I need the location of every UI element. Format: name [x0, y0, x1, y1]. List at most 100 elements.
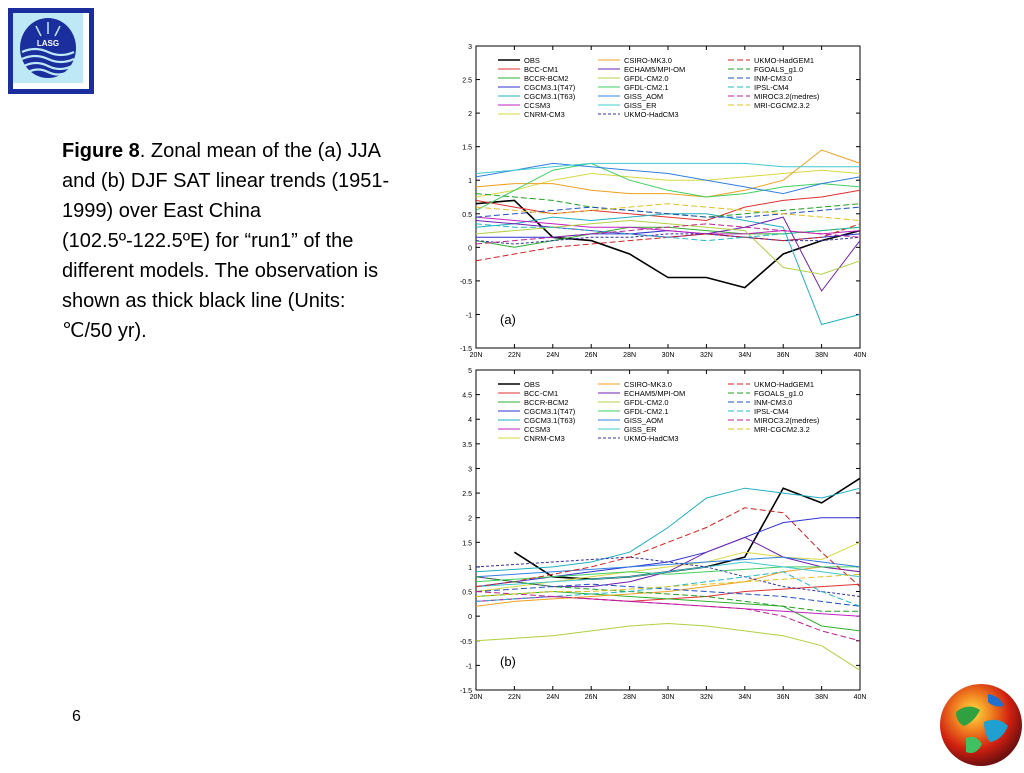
- chart-a-series-line: [475, 162, 861, 195]
- chart-b-xtick-label: 32N: [700, 694, 713, 701]
- chart-a-xtick-label: 36N: [777, 352, 790, 359]
- chart-a-xtick-label: 32N: [700, 352, 713, 359]
- figure-caption: Figure 8. Zonal mean of the (a) JJA and …: [62, 136, 392, 346]
- chart-b-series-line: [475, 541, 861, 592]
- chart-b-xtick-label: 36N: [777, 694, 790, 701]
- chart-a-legend-label: UKMO-HadCM3: [624, 110, 679, 119]
- chart-b-xtick-label: 40N: [854, 694, 867, 701]
- chart-b-ytick-label: 3.5: [462, 442, 472, 449]
- chart-b-series-line: [475, 556, 861, 597]
- chart-a-legend-label: CSIRO-MK3.0: [624, 56, 672, 65]
- chart-b-ytick-label: 0.5: [462, 590, 472, 597]
- chart-b-series-line: [475, 576, 860, 612]
- chart-b-series-line: [475, 566, 861, 607]
- chart-a-legend-label: OBS: [524, 56, 540, 65]
- chart-a-xtick-label: 20N: [470, 352, 483, 359]
- chart-a-legend-label: GISS_ER: [624, 101, 657, 110]
- chart-a-xtick-label: 34N: [738, 352, 751, 359]
- chart-a-legend-label: CGCM3.1(T47): [524, 83, 576, 92]
- chart-b-legend-label: GISS_AOM: [624, 416, 663, 425]
- chart-a-series-line: [475, 199, 861, 289]
- chart-b-ytick-label: 2: [468, 516, 472, 523]
- chart-a-xtick-label: 26N: [585, 352, 598, 359]
- chart-a-series-line: [475, 162, 861, 211]
- chart-b-legend-label: IPSL-CM4: [754, 407, 789, 416]
- chart-b-xtick-label: 34N: [738, 694, 751, 701]
- chart-a-xtick-label: 24N: [546, 352, 559, 359]
- chart-b-series-line: [475, 566, 860, 583]
- chart-b-xtick-label: 28N: [623, 694, 636, 701]
- chart-a-ytick-label: 0: [468, 245, 472, 252]
- chart-a-legend-label: IPSL-CM4: [754, 83, 789, 92]
- chart-b-legend-label: CGCM3.1(T47): [524, 407, 576, 416]
- globe-icon: [938, 682, 1024, 768]
- chart-a-legend-label: INM-CM3.0: [754, 74, 792, 83]
- lasg-logo: LASG: [8, 8, 94, 94]
- chart-a-series-line: [475, 203, 861, 221]
- chart-b-legend-label: BCCR-BCM2: [524, 398, 569, 407]
- chart-a-ytick-label: -1: [466, 312, 472, 319]
- caption-text: . Zonal mean of the (a) JJA and (b) DJF …: [62, 140, 390, 342]
- chart-b-ytick-label: 1.5: [462, 540, 472, 547]
- chart-b-legend-label: MIROC3.2(medres): [754, 416, 820, 425]
- chart-b-legend-label: BCC-CM1: [524, 389, 558, 398]
- chart-a-ytick-label: 0.5: [462, 212, 472, 219]
- chart-a-legend-label: ECHAM5/MPI-OM: [624, 65, 685, 74]
- chart-a-legend-label: BCC-CM1: [524, 65, 558, 74]
- chart-b-ytick-label: 3: [468, 466, 472, 473]
- chart-b-series-line: [475, 583, 861, 607]
- chart-b-xtick-label: 20N: [470, 694, 483, 701]
- chart-b-ytick-label: 0: [468, 614, 472, 621]
- chart-a-ytick-label: 1: [468, 178, 472, 185]
- chart-b-ytick-label: 4: [468, 417, 472, 424]
- chart-b-ytick-label: -1: [466, 663, 472, 670]
- chart-b-series-line: [475, 573, 861, 597]
- chart-b-legend-label: UKMO-HadGEM1: [754, 380, 814, 389]
- chart-b-legend-label: ECHAM5/MPI-OM: [624, 389, 685, 398]
- chart-a-panel-label: (a): [500, 312, 516, 327]
- chart-b-xtick-label: 24N: [546, 694, 559, 701]
- chart-a-xtick-label: 30N: [662, 352, 675, 359]
- chart-a-ytick-label: -1.5: [460, 346, 472, 353]
- chart-b-legend-label: CGCM3.1(T63): [524, 416, 576, 425]
- chart-b-series-line: [475, 507, 861, 588]
- chart-b-series-line: [475, 556, 861, 578]
- chart-a-legend-label: MIROC3.2(medres): [754, 92, 820, 101]
- chart-a: -1.5 -1 -0.5 0 0.5 1 1.5 2 2.5 3 20N 22N 24N 26N 28N 30…: [460, 44, 866, 359]
- page-number: 6: [72, 708, 81, 725]
- chart-a-xtick-label: 22N: [508, 352, 521, 359]
- chart-b-xtick-label: 38N: [815, 694, 828, 701]
- chart-b-ytick-label: -0.5: [460, 639, 472, 646]
- chart-b: -1.5 -1 -0.5 0 0.5 1 1.5 2 2.5 3 3.5 4 4.5 5 20N 22N 24N…: [460, 368, 867, 701]
- chart-b-legend-label: CCSM3: [524, 425, 550, 434]
- chart-b-ytick-label: 1: [468, 565, 472, 572]
- chart-b-series-line: [475, 622, 861, 671]
- chart-a-series-line: [475, 219, 861, 275]
- chart-b-ytick-label: 5: [468, 368, 472, 375]
- chart-a-legend-label: UKMO-HadGEM1: [754, 56, 814, 65]
- chart-b-xtick-label: 22N: [508, 694, 521, 701]
- chart-a-frame: [475, 45, 861, 349]
- chart-b-series-line: [475, 561, 861, 588]
- chart-a-series-line: [475, 206, 861, 218]
- chart-b-legend-label: INM-CM3.0: [754, 398, 792, 407]
- chart-a-legend-label: CNRM-CM3: [524, 110, 565, 119]
- chart-a-legend-label: BCCR-BCM2: [524, 74, 569, 83]
- chart-a-ytick-label: -0.5: [460, 279, 472, 286]
- chart-b-legend-label: GFDL-CM2.0: [624, 398, 669, 407]
- chart-b-series-line: [475, 591, 861, 642]
- chart-a-legend-label: GFDL-CM2.0: [624, 74, 669, 83]
- chart-b-ytick-label: 2.5: [462, 491, 472, 498]
- chart-b-panel-label: (b): [500, 654, 516, 669]
- chart-a-legend-label: MRI-CGCM2.3.2: [754, 101, 810, 110]
- chart-a-legend-label: GFDL-CM2.1: [624, 83, 669, 92]
- chart-a-series-line: [475, 149, 861, 198]
- chart-b-legend-label: OBS: [524, 380, 540, 389]
- chart-b-legend-label: FGOALS_g1.0: [754, 389, 803, 398]
- chart-b-legend-label: CSIRO-MK3.0: [624, 380, 672, 389]
- chart-a-series-line: [475, 162, 860, 174]
- chart-a-xtick-label: 28N: [623, 352, 636, 359]
- chart-b-legend-label: GFDL-CM2.1: [624, 407, 669, 416]
- chart-b-legend-label: MRI-CGCM2.3.2: [754, 425, 810, 434]
- chart-a-legend-label: FGOALS_g1.0: [754, 65, 803, 74]
